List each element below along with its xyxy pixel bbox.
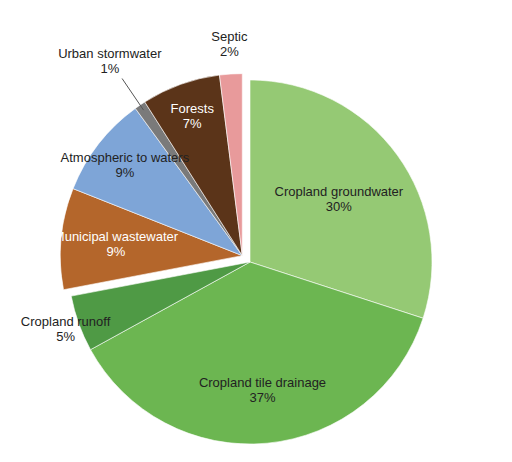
svg-text:Cropland runoff5%: Cropland runoff5%	[21, 314, 111, 344]
svg-text:Forests7%: Forests7%	[171, 101, 215, 131]
svg-text:Septic2%: Septic2%	[211, 29, 248, 59]
svg-text:Urban stormwater1%: Urban stormwater1%	[58, 46, 162, 76]
svg-text:Municipal wastewater9%: Municipal wastewater9%	[54, 229, 179, 259]
svg-text:Atmospheric to waters9%: Atmospheric to waters9%	[61, 150, 190, 180]
svg-text:Cropland tile drainage37%: Cropland tile drainage37%	[199, 375, 326, 405]
svg-text:Cropland groundwater30%: Cropland groundwater30%	[275, 184, 404, 214]
